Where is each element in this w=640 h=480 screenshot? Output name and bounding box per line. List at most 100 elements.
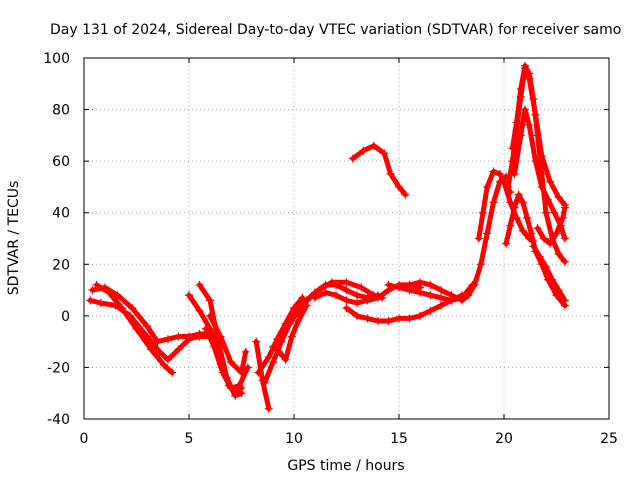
data-point-marker bbox=[363, 296, 372, 305]
data-point-marker bbox=[201, 324, 210, 333]
y-axis-label: SDTVAR / TECUs bbox=[6, 181, 22, 296]
data-point-marker bbox=[489, 198, 498, 207]
series-line bbox=[255, 295, 305, 376]
y-tick-label: 40 bbox=[52, 206, 70, 222]
data-point-marker bbox=[542, 262, 550, 271]
data-point-marker bbox=[227, 358, 235, 367]
grid-layer bbox=[84, 58, 609, 419]
data-point-marker bbox=[483, 229, 492, 238]
data-point-marker bbox=[231, 391, 240, 400]
series-line bbox=[530, 243, 568, 303]
data-point-marker bbox=[437, 286, 445, 295]
y-tick-label: 60 bbox=[52, 154, 70, 170]
data-point-marker bbox=[560, 257, 569, 266]
data-point-marker bbox=[164, 355, 172, 364]
data-point-marker bbox=[535, 252, 544, 261]
chart-title: Day 131 of 2024, Sidereal Day-to-day VTE… bbox=[50, 22, 621, 38]
data-point-marker bbox=[476, 260, 485, 269]
data-point-marker bbox=[113, 291, 122, 300]
data-point-marker bbox=[514, 190, 523, 199]
series-layer bbox=[86, 61, 569, 413]
series-prn-j bbox=[254, 293, 307, 377]
data-point-marker bbox=[88, 286, 97, 295]
data-point-marker bbox=[426, 306, 435, 315]
x-axis-label: GPS time / hours bbox=[287, 458, 404, 474]
data-point-marker bbox=[395, 314, 403, 323]
data-point-marker bbox=[353, 311, 361, 320]
data-point-marker bbox=[380, 149, 389, 158]
series-prn-x bbox=[510, 105, 569, 243]
data-point-marker bbox=[531, 157, 540, 166]
data-point-marker bbox=[554, 193, 563, 202]
data-point-marker bbox=[363, 314, 372, 323]
data-point-marker bbox=[206, 296, 214, 305]
data-point-marker bbox=[285, 319, 294, 328]
data-point-marker bbox=[546, 177, 555, 186]
data-point-marker bbox=[458, 296, 466, 305]
x-tick-label: 15 bbox=[390, 431, 408, 447]
series-prn-g bbox=[206, 311, 250, 377]
data-point-marker bbox=[464, 291, 473, 300]
data-point-marker bbox=[235, 381, 244, 390]
data-point-marker bbox=[479, 208, 487, 217]
data-point-marker bbox=[287, 332, 296, 341]
data-point-marker bbox=[155, 347, 164, 356]
data-point-marker bbox=[470, 280, 479, 289]
data-point-marker bbox=[216, 332, 225, 341]
data-point-marker bbox=[315, 286, 324, 295]
data-point-marker bbox=[500, 177, 508, 186]
data-point-marker bbox=[560, 234, 569, 243]
x-tick-label: 5 bbox=[185, 431, 194, 447]
series-prn-c bbox=[92, 280, 177, 377]
data-point-marker bbox=[195, 306, 204, 315]
x-tick-label: 20 bbox=[495, 431, 513, 447]
data-point-marker bbox=[525, 234, 534, 243]
data-point-marker bbox=[510, 170, 519, 179]
data-point-marker bbox=[92, 280, 101, 289]
data-point-marker bbox=[281, 355, 290, 364]
data-point-marker bbox=[447, 291, 456, 300]
data-point-marker bbox=[554, 286, 563, 295]
data-point-marker bbox=[401, 190, 410, 199]
data-point-marker bbox=[506, 221, 515, 230]
data-point-marker bbox=[384, 280, 393, 289]
data-point-marker bbox=[254, 368, 263, 377]
data-point-marker bbox=[241, 347, 250, 356]
data-point-marker bbox=[294, 317, 303, 326]
data-point-marker bbox=[426, 280, 435, 289]
y-tick-label: -20 bbox=[47, 360, 70, 376]
data-point-marker bbox=[516, 84, 525, 93]
data-point-marker bbox=[168, 368, 177, 377]
data-point-marker bbox=[277, 337, 286, 346]
series-prn-q bbox=[348, 141, 410, 199]
data-point-marker bbox=[533, 131, 542, 140]
data-point-marker bbox=[521, 61, 529, 70]
data-point-marker bbox=[521, 105, 529, 114]
data-point-marker bbox=[128, 304, 137, 313]
data-point-marker bbox=[290, 304, 298, 313]
series-line bbox=[396, 174, 509, 303]
data-point-marker bbox=[269, 358, 277, 367]
data-point-marker bbox=[533, 224, 542, 233]
y-tick-label: 100 bbox=[43, 51, 70, 67]
data-point-marker bbox=[437, 293, 445, 302]
x-tick-label: 25 bbox=[600, 431, 618, 447]
data-point-marker bbox=[143, 322, 151, 331]
data-point-marker bbox=[374, 317, 382, 326]
data-point-marker bbox=[342, 304, 351, 313]
series-prn-s bbox=[395, 172, 511, 305]
x-tick-label: 10 bbox=[285, 431, 303, 447]
series-prn-aa bbox=[533, 203, 569, 248]
data-point-marker bbox=[518, 226, 527, 235]
data-point-marker bbox=[405, 280, 414, 289]
data-point-marker bbox=[359, 146, 368, 155]
data-point-marker bbox=[269, 342, 277, 351]
data-point-marker bbox=[405, 314, 414, 323]
data-point-marker bbox=[321, 288, 330, 297]
data-point-marker bbox=[298, 293, 307, 302]
data-point-marker bbox=[105, 288, 114, 297]
data-point-marker bbox=[506, 198, 515, 207]
data-point-marker bbox=[353, 291, 361, 300]
data-point-marker bbox=[508, 144, 517, 153]
